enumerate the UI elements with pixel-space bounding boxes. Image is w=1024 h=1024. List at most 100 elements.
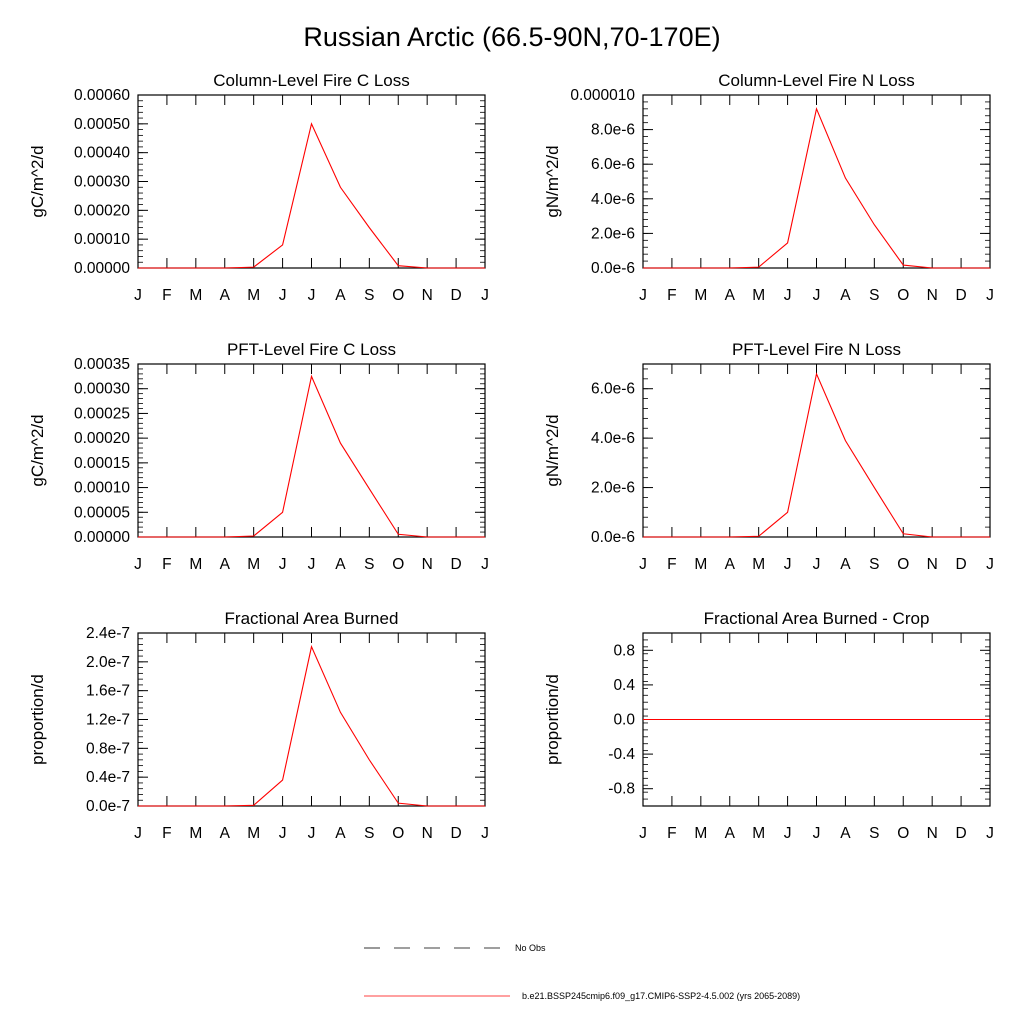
y-tick-label: 0.4e-7 bbox=[86, 769, 130, 786]
x-tick-label: J bbox=[986, 287, 994, 304]
x-tick-label: D bbox=[450, 287, 461, 304]
panel-title: PFT-Level Fire N Loss bbox=[732, 340, 901, 359]
x-tick-label: J bbox=[986, 556, 994, 573]
x-tick-label: M bbox=[247, 556, 260, 573]
x-tick-label: F bbox=[667, 556, 676, 573]
x-tick-label: J bbox=[279, 556, 287, 573]
x-tick-label: J bbox=[639, 287, 647, 304]
y-axis-label: proportion/d bbox=[28, 674, 47, 765]
y-tick-label: 0.00060 bbox=[74, 87, 130, 104]
x-tick-label: O bbox=[392, 825, 404, 842]
x-tick-label: S bbox=[869, 287, 879, 304]
x-tick-label: M bbox=[752, 287, 765, 304]
y-tick-label: 6.0e-6 bbox=[591, 381, 635, 398]
x-tick-label: A bbox=[725, 556, 736, 573]
x-tick-label: O bbox=[392, 556, 404, 573]
x-tick-label: J bbox=[639, 556, 647, 573]
series-line bbox=[643, 107, 990, 269]
x-tick-label: A bbox=[840, 556, 851, 573]
y-tick-label: -0.4 bbox=[608, 746, 635, 763]
y-axis-label: gC/m^2/d bbox=[28, 414, 47, 486]
x-tick-label: M bbox=[189, 825, 202, 842]
y-tick-label: 0.8 bbox=[613, 642, 635, 659]
x-tick-label: D bbox=[450, 556, 461, 573]
series-line bbox=[138, 644, 485, 807]
x-tick-label: S bbox=[364, 287, 374, 304]
x-tick-label: S bbox=[364, 556, 374, 573]
x-tick-label: J bbox=[784, 825, 792, 842]
x-tick-label: F bbox=[162, 287, 171, 304]
x-tick-label: N bbox=[422, 287, 433, 304]
x-tick-label: J bbox=[481, 825, 489, 842]
x-tick-label: S bbox=[869, 556, 879, 573]
legend-item-no-obs: No Obs bbox=[364, 943, 546, 953]
panel-title: Column-Level Fire C Loss bbox=[213, 71, 410, 90]
y-tick-label: 0.00025 bbox=[74, 405, 130, 422]
x-tick-label: A bbox=[725, 825, 736, 842]
x-tick-label: D bbox=[955, 287, 966, 304]
x-tick-label: O bbox=[897, 556, 909, 573]
x-tick-label: J bbox=[279, 287, 287, 304]
y-tick-label: 0.0e-6 bbox=[591, 260, 635, 277]
y-tick-label: 0.000010 bbox=[570, 87, 635, 104]
x-tick-label: J bbox=[784, 556, 792, 573]
x-tick-label: J bbox=[986, 825, 994, 842]
y-tick-label: -0.8 bbox=[608, 781, 635, 798]
y-tick-label: 0.00030 bbox=[74, 174, 130, 191]
panel-title: Fractional Area Burned bbox=[225, 609, 399, 628]
x-tick-label: O bbox=[897, 287, 909, 304]
y-tick-label: 2.0e-6 bbox=[591, 225, 635, 242]
x-tick-label: J bbox=[308, 287, 316, 304]
y-tick-label: 0.00020 bbox=[74, 202, 130, 219]
x-tick-label: N bbox=[927, 556, 938, 573]
x-tick-label: A bbox=[335, 287, 346, 304]
panel-title: Column-Level Fire N Loss bbox=[718, 71, 915, 90]
x-tick-label: M bbox=[247, 825, 260, 842]
x-tick-label: A bbox=[840, 287, 851, 304]
y-tick-label: 1.6e-7 bbox=[86, 683, 130, 700]
x-tick-label: J bbox=[308, 825, 316, 842]
x-tick-label: J bbox=[134, 287, 142, 304]
x-tick-label: J bbox=[813, 825, 821, 842]
x-tick-label: S bbox=[364, 825, 374, 842]
x-tick-label: J bbox=[308, 556, 316, 573]
x-tick-label: D bbox=[450, 825, 461, 842]
series-line bbox=[138, 122, 485, 269]
x-tick-label: M bbox=[752, 825, 765, 842]
y-tick-label: 8.0e-6 bbox=[591, 122, 635, 139]
x-tick-label: A bbox=[725, 287, 736, 304]
y-tick-label: 0.00035 bbox=[74, 356, 130, 373]
x-tick-label: A bbox=[840, 825, 851, 842]
x-tick-label: M bbox=[752, 556, 765, 573]
x-tick-label: J bbox=[813, 287, 821, 304]
legend-label-model: b.e21.BSSP245cmip6.f09_g17.CMIP6-SSP2-4.… bbox=[522, 991, 800, 1001]
y-axis-label: gC/m^2/d bbox=[28, 145, 47, 217]
y-tick-label: 0.0e-6 bbox=[591, 529, 635, 546]
x-tick-label: F bbox=[667, 825, 676, 842]
y-tick-label: 0.00010 bbox=[74, 231, 130, 248]
x-tick-label: F bbox=[667, 287, 676, 304]
x-tick-label: M bbox=[189, 556, 202, 573]
x-tick-label: D bbox=[955, 825, 966, 842]
x-tick-label: J bbox=[134, 825, 142, 842]
y-tick-label: 0.00050 bbox=[74, 116, 130, 133]
y-tick-label: 0.00015 bbox=[74, 455, 130, 472]
x-tick-label: D bbox=[955, 556, 966, 573]
x-tick-label: J bbox=[639, 825, 647, 842]
y-tick-label: 2.0e-6 bbox=[591, 480, 635, 497]
series-line bbox=[643, 372, 990, 538]
y-tick-label: 0.00030 bbox=[74, 381, 130, 398]
y-tick-label: 4.0e-6 bbox=[591, 191, 635, 208]
x-tick-label: M bbox=[694, 287, 707, 304]
y-tick-label: 1.2e-7 bbox=[86, 712, 130, 729]
y-tick-label: 4.0e-6 bbox=[591, 430, 635, 447]
x-tick-label: A bbox=[220, 825, 231, 842]
y-tick-label: 6.0e-6 bbox=[591, 156, 635, 173]
x-tick-label: N bbox=[927, 825, 938, 842]
panel-title: Fractional Area Burned - Crop bbox=[704, 609, 930, 628]
y-tick-label: 0.0 bbox=[613, 712, 635, 729]
y-tick-label: 0.8e-7 bbox=[86, 740, 130, 757]
x-tick-label: A bbox=[220, 556, 231, 573]
